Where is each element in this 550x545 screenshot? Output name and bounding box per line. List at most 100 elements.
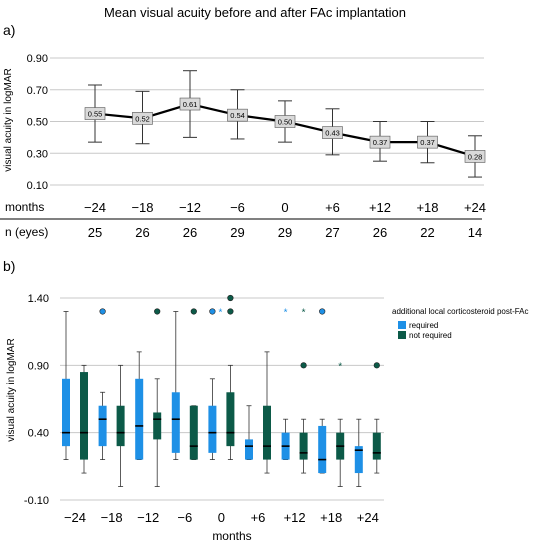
legend-title: additional local corticosteroid post-FAc xyxy=(392,307,529,316)
panel-b-y-tick-label: 0.40 xyxy=(28,428,49,440)
panel-a-data-label: 0.55 xyxy=(88,110,103,119)
figure-title: Mean visual acuity before and after FAc … xyxy=(104,5,406,20)
panel-a-data-label: 0.61 xyxy=(183,100,198,109)
table-n-header: n (eyes) xyxy=(5,225,48,239)
panel-a-y-tick-label: 0.90 xyxy=(27,53,48,65)
panel-a-data-label: 0.37 xyxy=(373,138,388,147)
panel-a-data-label: 0.43 xyxy=(325,129,340,138)
panel-b-y-axis-label: visual acuity in logMAR xyxy=(6,338,17,441)
panel-a-label: a) xyxy=(3,22,15,38)
panel-b-outliers: * * * * xyxy=(99,294,380,372)
panel-b-outlier xyxy=(319,308,326,315)
panel-b-x-tick-label: +12 xyxy=(284,510,306,525)
panel-a-data-label: 0.52 xyxy=(135,114,150,123)
table-n-value: 27 xyxy=(325,225,339,240)
panel-b-box-not-required xyxy=(189,405,198,460)
panel-b-x-tick-label: −6 xyxy=(177,510,192,525)
panel-a-data-point xyxy=(84,107,106,120)
panel-b-x-tick-label: +6 xyxy=(251,510,266,525)
panel-b-label: b) xyxy=(3,258,15,274)
panel-b-outlier xyxy=(99,308,106,315)
panel-b-y-tick-label: -0.10 xyxy=(24,495,49,507)
panel-b-x-tick-label: +18 xyxy=(320,510,342,525)
panel-b-outlier xyxy=(227,308,234,315)
panel-a-x-tick-label: −12 xyxy=(179,200,201,215)
panel-b-x-tick-label: −18 xyxy=(101,510,123,525)
table-n-value: 14 xyxy=(468,225,482,240)
panel-b-box-required xyxy=(171,392,180,453)
panel-b-outlier xyxy=(190,308,197,315)
panel-b-x-ticks: −24 −18 −12 −6 0 +6 +12 +18 +24 xyxy=(64,510,379,525)
panel-a-x-tick-label: +18 xyxy=(416,200,438,215)
legend-entry-not-required: not required xyxy=(409,331,452,340)
panel-a-data-label: 0.28 xyxy=(468,152,483,161)
panel-b-extreme-outlier: * xyxy=(284,307,288,318)
panel-a-y-tick-label: 0.10 xyxy=(27,180,48,192)
panel-a-x-tick-label: −24 xyxy=(84,200,106,215)
panel-b-box-not-required xyxy=(263,405,271,460)
panel-b-outlier xyxy=(209,308,216,315)
panel-b-box-required xyxy=(135,378,144,460)
panel-b-outlier xyxy=(373,362,380,369)
panel-a-x-tick-label: +6 xyxy=(325,200,340,215)
panel-a-data-label: 0.37 xyxy=(420,138,435,147)
panel-b-outlier xyxy=(154,308,161,315)
panel-b-box-not-required xyxy=(80,372,88,460)
legend-swatch-required xyxy=(398,321,406,329)
table-n-value: 22 xyxy=(420,225,434,240)
legend-swatch-not-required xyxy=(398,331,406,339)
panel-a-gridlines xyxy=(50,57,484,186)
panel-b-extreme-outlier: * xyxy=(218,307,222,318)
panel-b-box-required xyxy=(62,378,70,447)
panel-a-data-label: 0.54 xyxy=(230,111,245,120)
table-n-value: 29 xyxy=(230,225,244,240)
table-n-value: 26 xyxy=(373,225,387,240)
panel-b-outlier xyxy=(300,362,307,369)
panel-b-box-not-required xyxy=(116,405,125,447)
panel-a-data-point xyxy=(417,135,438,149)
panel-b-box-required xyxy=(245,439,253,460)
panel-a-x-tick-label: 0 xyxy=(281,200,288,215)
panel-a-x-tick-label: +12 xyxy=(369,200,391,215)
panel-b-box-not-required xyxy=(299,432,308,460)
panel-b-gridlines xyxy=(60,297,384,501)
panel-b-extreme-outlier: * xyxy=(302,307,306,318)
panel-b-x-tick-label: −12 xyxy=(137,510,159,525)
panel-b-y-tick-label: 1.40 xyxy=(28,293,49,305)
panel-a-x-tick-label: −18 xyxy=(131,200,153,215)
panel-a-x-tick-label: −6 xyxy=(230,200,245,215)
panel-b-x-tick-label: +24 xyxy=(357,510,379,525)
panel-b-y-tick-label: 0.90 xyxy=(28,360,49,372)
panel-a-table: months n (eyes) −24 25 −18 26 −12 26 −6 29 0 29 +6… xyxy=(0,200,486,240)
table-n-value: 26 xyxy=(135,225,149,240)
panel-a-y-axis-label: visual acuity in logMAR xyxy=(3,68,14,171)
panel-b-y-ticks: -0.10 0.40 0.90 1.40 xyxy=(24,293,49,507)
table-n-value: 29 xyxy=(278,225,292,240)
panel-a-data-point xyxy=(322,126,343,139)
panel-b-box-required xyxy=(98,405,107,447)
panel-b-box-required xyxy=(318,425,327,474)
panel-b-x-tick-label: 0 xyxy=(218,510,225,525)
legend: additional local corticosteroid post-FAc… xyxy=(392,307,529,340)
panel-b-extreme-outlier: * xyxy=(338,361,342,372)
panel-a-data-point xyxy=(132,112,153,125)
panel-a-x-tick-label: +24 xyxy=(464,200,486,215)
panel-b-box-not-required xyxy=(153,412,162,440)
panel-b-x-axis-label: months xyxy=(212,529,251,543)
panel-b-box-not-required xyxy=(226,392,235,447)
table-n-value: 25 xyxy=(88,225,102,240)
panel-b-outlier xyxy=(227,294,234,302)
panel-a-data-point xyxy=(227,108,248,122)
panel-a-line-chart: a) visual acuity in logMAR 0.100.300.500… xyxy=(0,22,486,240)
panel-a-data-point xyxy=(464,150,486,163)
panel-a-y-tick-label: 0.30 xyxy=(27,148,48,160)
panel-a-y-ticks: 0.10 0.30 0.50 0.70 0.90 xyxy=(27,53,48,192)
panel-a-y-tick-label: 0.50 xyxy=(27,117,48,129)
panel-a-data-labels: 0.55 0.52 0.61 0.54 0.50 0.43 0.37 0.37 0.28 xyxy=(84,97,486,163)
panel-a-data-label: 0.50 xyxy=(278,118,293,127)
legend-entry-required: required xyxy=(409,321,438,330)
panel-b-box-not-required xyxy=(372,432,381,460)
panel-a-data-point xyxy=(369,135,391,149)
panel-b-box-plot: b) visual acuity in logMAR -0.10 0.40 0.90… xyxy=(3,258,529,543)
